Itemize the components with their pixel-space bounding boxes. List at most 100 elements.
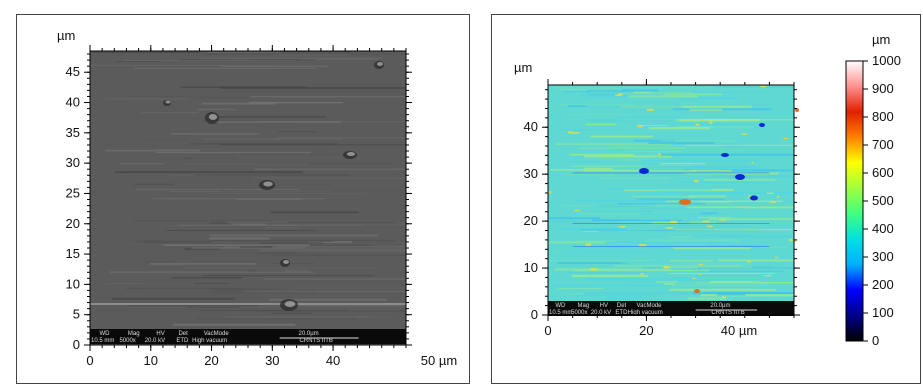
surface-streak (132, 183, 174, 185)
height-streak (677, 96, 738, 99)
surface-streak (250, 95, 406, 98)
surface-streak (263, 278, 406, 281)
height-peak (698, 263, 703, 266)
height-peak (615, 94, 621, 97)
height-streak (590, 281, 680, 283)
surface-streak (117, 225, 235, 227)
y-tick-label: 15 (66, 246, 80, 261)
surface-streak (123, 244, 176, 245)
surface-streak (271, 248, 405, 250)
height-streak (568, 114, 633, 116)
height-streak (558, 88, 622, 91)
height-streak (574, 294, 653, 297)
surface-streak (106, 282, 195, 285)
surface-streak (180, 86, 308, 88)
height-streak (607, 149, 687, 151)
surface-streak (153, 153, 343, 155)
surface-streak (155, 151, 312, 154)
y-tick-label: 30 (66, 155, 80, 170)
surface-streak (166, 230, 316, 232)
surface-streak (219, 144, 406, 146)
surface-defect-highlight (263, 181, 273, 187)
height-streak (640, 213, 713, 216)
height-streak (572, 165, 693, 167)
height-streak (569, 153, 634, 156)
height-peak (698, 274, 702, 276)
sem-info-label: Det (617, 303, 627, 309)
height-streak (629, 263, 750, 265)
height-peak (774, 256, 778, 259)
sem-info-value: ETD (176, 338, 189, 344)
height-map-panel: WD Mag HV Det VacMode 20.0µm 10.5 mm 5000x 20.0 … (491, 14, 921, 384)
height-peak (548, 191, 552, 194)
height-pit (735, 174, 745, 180)
surface-streak (197, 318, 356, 320)
height-streak (689, 221, 716, 225)
colorbar-tick-label: 1000 (872, 53, 901, 68)
surface-streak (253, 177, 405, 179)
x-tick-label: 20 (639, 323, 653, 338)
y-tick-label: 10 (66, 276, 80, 291)
sem-info-bar (548, 301, 794, 316)
sem-info-label: WD (99, 331, 110, 337)
height-streak (714, 86, 794, 89)
height-streak (702, 119, 794, 121)
y-tick-label: 0 (531, 307, 538, 322)
surface-streak (171, 174, 211, 176)
colorbar-unit: µm (872, 32, 890, 47)
x-axis-unit: 40 µm (721, 323, 757, 338)
sem-image-figure: WD Mag HV Det VacMode 20.0µm 10.5 mm 5000x 20.0 … (57, 28, 457, 368)
height-streak (689, 108, 723, 111)
height-valley-line (572, 223, 770, 224)
surface-streak (114, 171, 303, 174)
surface-streak (227, 119, 406, 121)
colorbar-tick-label: 600 (872, 165, 894, 180)
height-streak (593, 219, 642, 221)
height-streak (676, 181, 771, 183)
height-streak (557, 262, 627, 264)
surface-defect-highlight (165, 100, 171, 104)
height-pit (759, 123, 765, 127)
height-peak (571, 132, 580, 134)
surface-streak (126, 287, 293, 289)
surface-streak (227, 69, 381, 71)
height-streak (694, 274, 761, 277)
y-tick-label: 40 (524, 119, 538, 134)
surface-streak (217, 167, 395, 169)
surface-streak (172, 276, 243, 279)
height-streak (650, 91, 695, 93)
height-streak (698, 216, 730, 219)
surface-streak (185, 226, 319, 228)
height-streak (642, 92, 773, 94)
height-streak (586, 89, 659, 92)
sem-info-value: 10.5 mm (91, 338, 114, 344)
height-streak (590, 135, 654, 138)
height-streak (624, 93, 723, 96)
y-tick-label: 20 (524, 213, 538, 228)
surface-streak (109, 271, 314, 273)
surface-streak (109, 273, 315, 275)
surface-streak (191, 247, 306, 249)
surface-streak (142, 261, 175, 262)
surface-streak (115, 61, 161, 62)
surface-streak (239, 246, 272, 248)
surface-streak (264, 51, 350, 53)
height-streak (574, 269, 710, 272)
height-streak (640, 162, 658, 165)
surface-streak (141, 112, 199, 114)
height-streak (642, 159, 757, 162)
surface-defect-highlight (346, 152, 356, 156)
surface-streak (212, 292, 316, 294)
surface-streak (197, 108, 237, 111)
surface-streak (226, 221, 288, 223)
surface-streak (190, 142, 338, 145)
height-pit (750, 195, 758, 201)
y-tick-label: 45 (66, 64, 80, 79)
height-streak (669, 288, 776, 291)
surface-streak (192, 133, 262, 135)
height-streak (636, 198, 725, 201)
surface-streak (155, 148, 224, 150)
sem-info-label: WD (555, 303, 566, 309)
height-streak (575, 199, 664, 202)
surface-streak (201, 120, 298, 122)
